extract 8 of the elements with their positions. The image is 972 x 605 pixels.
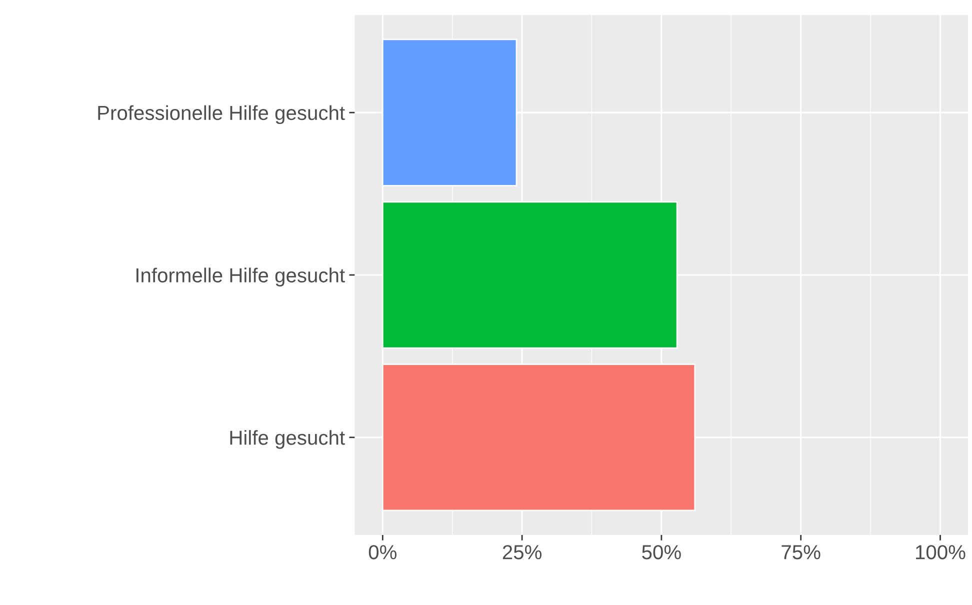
x-tick-label: 25% — [502, 545, 542, 560]
x-tick-label: 50% — [642, 545, 681, 560]
x-tick-label: 0% — [368, 545, 396, 560]
x-tick-label: 75% — [782, 545, 820, 560]
y-tick-label: Informelle Hilfe gesucht — [136, 268, 345, 286]
x-tick-label: 100% — [916, 545, 966, 560]
y-tick-label: Professionelle Hilfe gesucht — [98, 105, 345, 124]
y-tick-label: Hilfe gesucht — [230, 430, 345, 449]
